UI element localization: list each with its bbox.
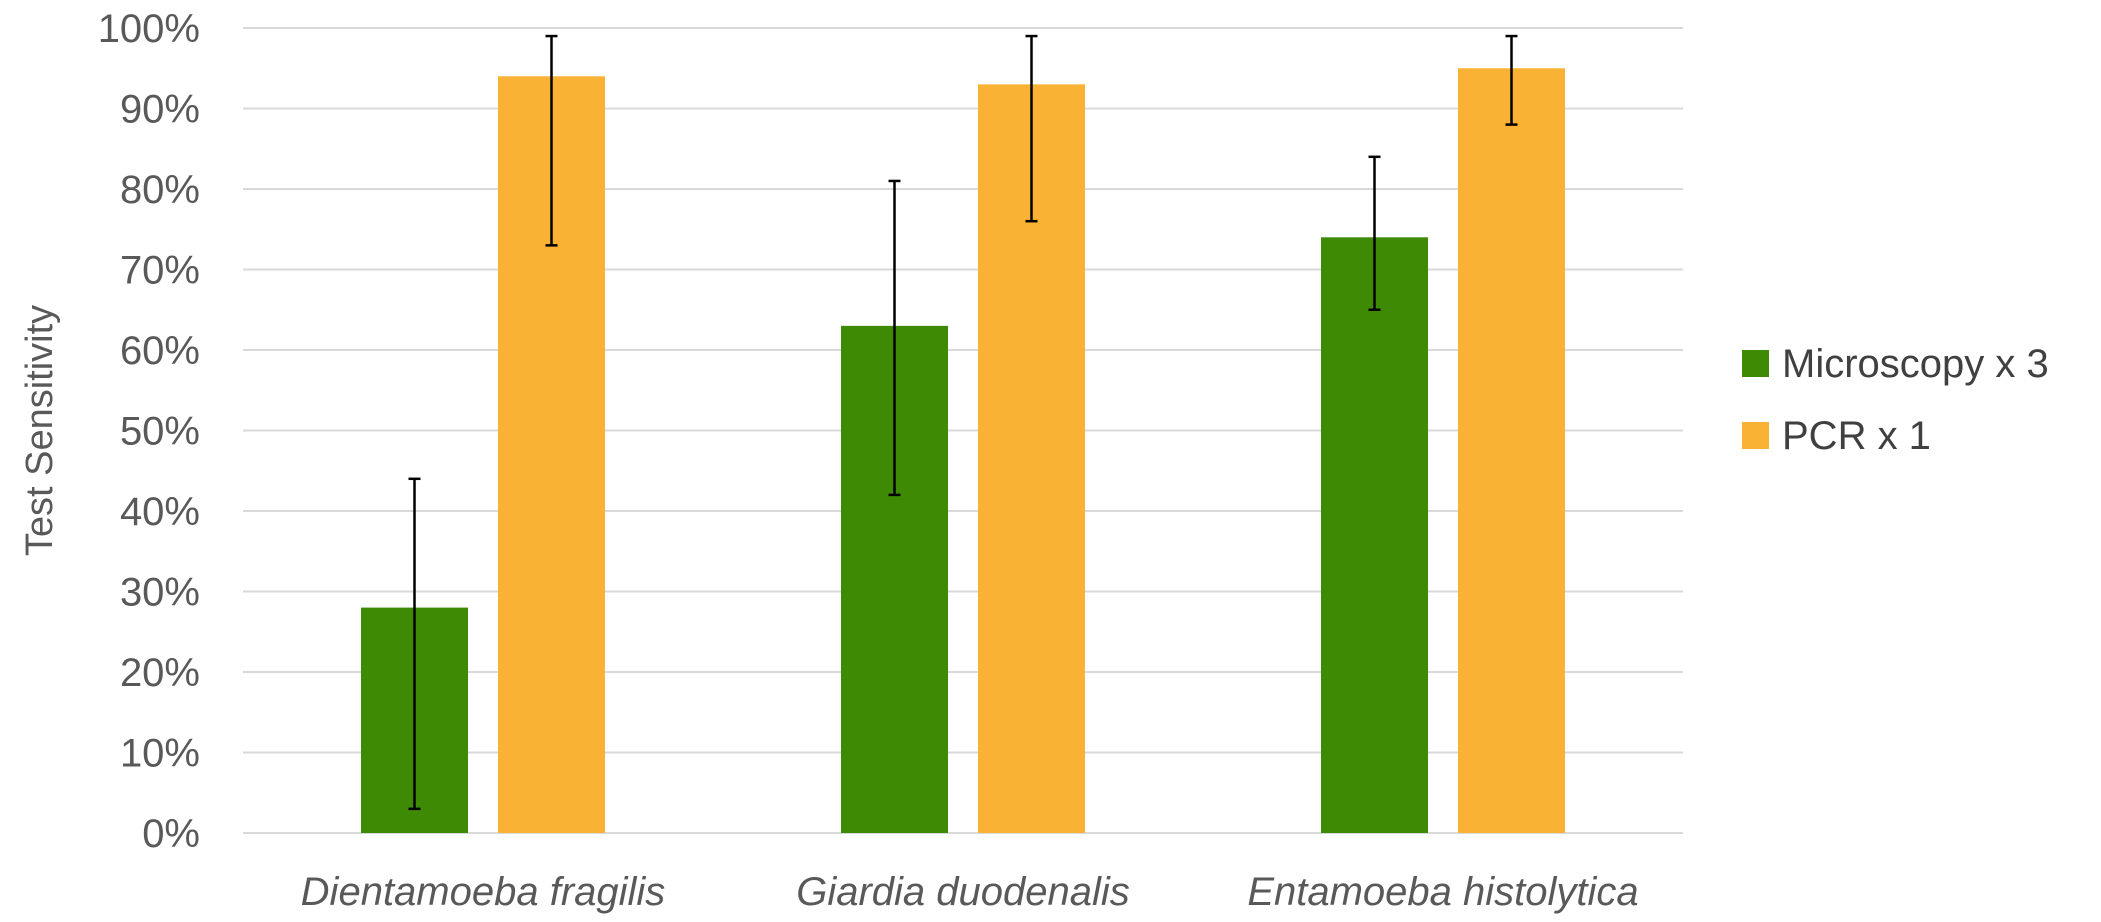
legend-swatch bbox=[1742, 422, 1769, 449]
y-tick-label: 10% bbox=[120, 732, 200, 776]
y-tick-label: 70% bbox=[120, 249, 200, 293]
y-tick-label: 100% bbox=[98, 7, 200, 51]
x-axis-categories: Dientamoeba fragilis Giardia duodenalis En… bbox=[301, 870, 1639, 914]
legend-label: PCR x 1 bbox=[1782, 414, 1931, 458]
y-tick-label: 50% bbox=[120, 410, 200, 454]
y-tick-label: 20% bbox=[120, 651, 200, 695]
y-tick-label: 80% bbox=[120, 168, 200, 212]
y-tick-label: 40% bbox=[120, 490, 200, 534]
x-category-label: Giardia duodenalis bbox=[796, 870, 1130, 914]
y-tick-label: 60% bbox=[120, 329, 200, 373]
gridlines bbox=[243, 27, 1683, 834]
bar bbox=[1458, 68, 1565, 833]
y-axis-ticks: 0% 10% 20% 30% 40% 50% 60% 70% 80% 90% 100% bbox=[98, 7, 200, 856]
bars bbox=[361, 68, 1565, 834]
bar bbox=[1321, 237, 1428, 834]
legend-swatch bbox=[1742, 350, 1769, 377]
y-axis-title: Test Sensitivity bbox=[19, 305, 61, 556]
x-category-label: Entamoeba histolytica bbox=[1247, 870, 1638, 914]
y-tick-label: 90% bbox=[120, 88, 200, 132]
y-tick-label: 0% bbox=[142, 812, 200, 856]
x-category-label: Dientamoeba fragilis bbox=[301, 870, 666, 914]
legend: Microscopy x 3 PCR x 1 bbox=[1742, 342, 2049, 458]
error-bars bbox=[408, 34, 1518, 811]
legend-label: Microscopy x 3 bbox=[1782, 342, 2049, 386]
y-tick-label: 30% bbox=[120, 571, 200, 615]
